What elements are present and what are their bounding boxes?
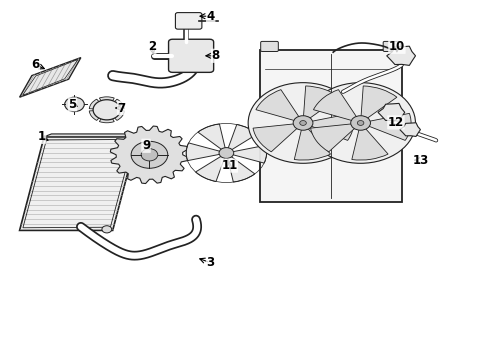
Wedge shape [256,90,303,123]
Wedge shape [99,110,114,123]
Circle shape [300,121,306,125]
Polygon shape [378,103,405,121]
Text: 11: 11 [221,159,238,172]
FancyBboxPatch shape [383,41,401,51]
Wedge shape [361,113,411,140]
Text: 5: 5 [69,98,76,111]
Text: 2: 2 [148,40,156,53]
Circle shape [131,141,168,168]
Text: 6: 6 [31,58,39,71]
Circle shape [293,116,313,130]
Wedge shape [186,143,226,161]
Circle shape [306,83,416,163]
Text: 10: 10 [389,40,405,53]
Wedge shape [89,110,107,120]
Wedge shape [311,123,361,152]
Wedge shape [89,99,107,110]
Wedge shape [314,90,361,123]
Wedge shape [198,124,226,153]
Circle shape [357,121,364,125]
Wedge shape [196,153,226,181]
Wedge shape [226,125,257,153]
Wedge shape [294,123,331,160]
Wedge shape [352,123,388,160]
Wedge shape [107,110,124,120]
Circle shape [141,149,158,161]
Polygon shape [20,137,137,230]
Polygon shape [387,46,416,66]
Text: 13: 13 [412,154,429,167]
Polygon shape [400,123,420,136]
Wedge shape [361,86,397,123]
Polygon shape [20,58,81,97]
Circle shape [93,100,121,120]
Circle shape [248,83,358,163]
Polygon shape [110,126,189,184]
Wedge shape [99,97,114,110]
FancyBboxPatch shape [260,50,402,202]
Circle shape [219,148,234,158]
Wedge shape [303,86,340,123]
Circle shape [102,226,112,233]
FancyBboxPatch shape [175,13,202,29]
Wedge shape [226,153,255,182]
FancyBboxPatch shape [261,41,278,51]
Polygon shape [44,134,145,137]
Text: 8: 8 [212,49,220,62]
Circle shape [65,97,84,112]
Text: 3: 3 [207,256,215,269]
FancyBboxPatch shape [169,39,214,72]
Wedge shape [303,113,353,140]
Wedge shape [253,123,303,152]
Text: 12: 12 [388,116,404,129]
Text: 4: 4 [207,10,215,23]
Text: 7: 7 [118,102,125,114]
Wedge shape [107,99,124,110]
Circle shape [351,116,370,130]
Text: 9: 9 [142,139,150,152]
Wedge shape [226,145,267,163]
Text: 1: 1 [38,130,46,143]
